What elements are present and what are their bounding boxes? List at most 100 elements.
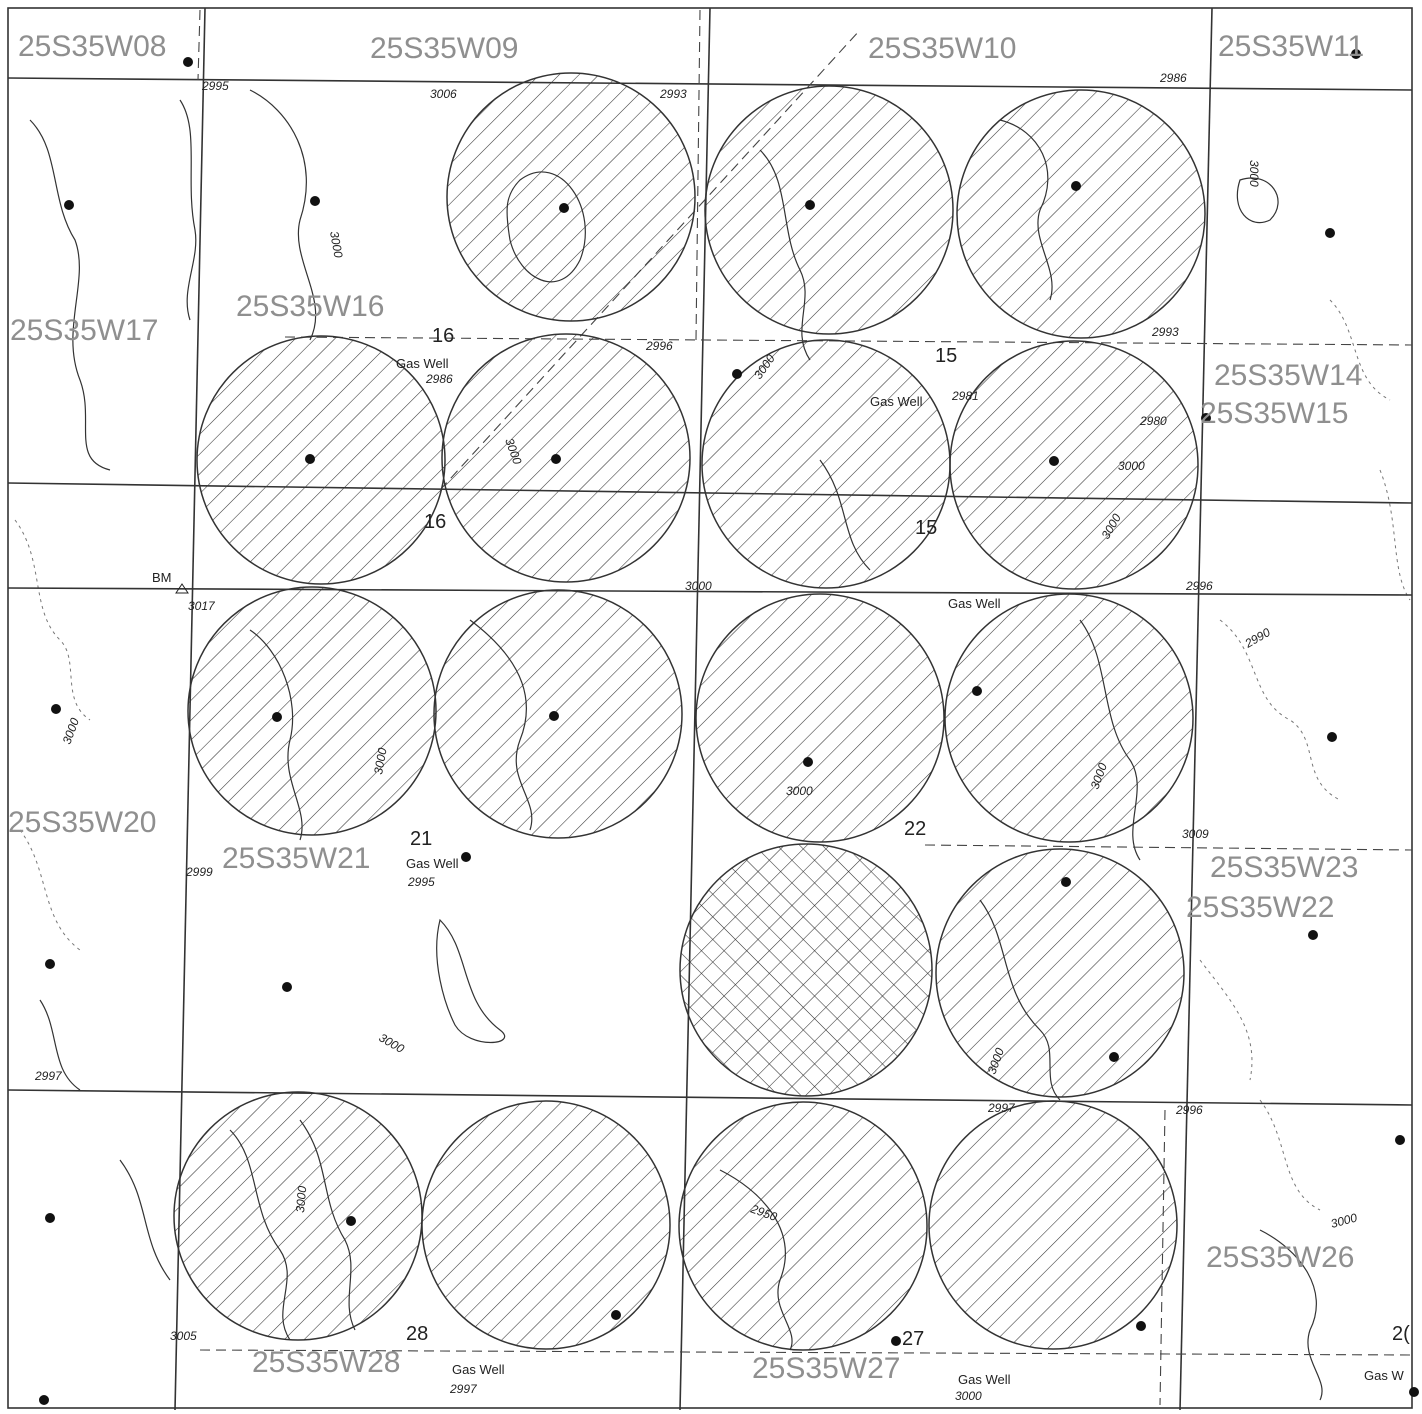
contour-line: [19, 829, 81, 951]
section-label-25S35W23: 25S35W23: [1210, 851, 1358, 884]
section-labels: 25S35W08 25S35W09 25S35W10 25S35W11 25S3…: [8, 30, 1364, 1385]
well-dot: [272, 712, 282, 722]
section-number: 28: [406, 1323, 428, 1345]
contour-line: [1329, 299, 1391, 401]
section-label-25S35W28: 25S35W28: [252, 1346, 400, 1379]
grid-line-horizontal: [7, 1089, 1413, 1106]
section-number: 16: [424, 511, 446, 533]
hatched-unit: [928, 1100, 1178, 1350]
gas-well-label: Gas Well: [948, 596, 1001, 611]
well-dot: [1136, 1321, 1146, 1331]
elevation-label: 2997: [34, 1069, 63, 1083]
hatched-unit: [446, 72, 696, 322]
map-border: [7, 7, 1413, 1409]
elevation-label: 2995: [407, 875, 435, 889]
elevation-label: 3000: [327, 230, 345, 259]
well-dot: [39, 1395, 49, 1405]
well-dot: [1109, 1052, 1119, 1062]
section-numbers: 16 16 15 15 21 22 28 27 2(: [406, 325, 1410, 1350]
section-number: 15: [915, 517, 937, 539]
contour-line: [249, 89, 317, 341]
elevation-label: 2993: [659, 87, 687, 101]
hatched-unit: [421, 1100, 671, 1350]
contour-line: [1259, 1229, 1323, 1401]
section-label-25S35W11: 25S35W11: [1218, 30, 1364, 63]
section-label-25S35W16: 25S35W16: [236, 290, 384, 323]
contour-line: [1259, 1099, 1321, 1211]
elevation-label: 2996: [645, 339, 673, 353]
elevation-label: 3000: [371, 746, 389, 775]
hatched-unit: [695, 593, 945, 843]
hatched-unit: [187, 586, 437, 836]
elevation-label: 2980: [1139, 414, 1167, 428]
gas-well-label: Gas Well: [406, 856, 459, 871]
hatched-unit: [949, 340, 1199, 590]
well-dot: [64, 200, 74, 210]
section-label-25S35W10: 25S35W10: [868, 32, 1016, 65]
hatched-unit: [935, 848, 1185, 1098]
section-label-25S35W26: 25S35W26: [1206, 1241, 1354, 1274]
well-dot: [1201, 413, 1211, 423]
elevation-label: 2999: [185, 865, 213, 879]
grid-line-horizontal: [7, 77, 1413, 91]
contour-line: [39, 999, 81, 1091]
elevation-label: 3000: [1329, 1210, 1359, 1231]
elevation-label: 3000: [1247, 160, 1261, 187]
elevation-label: 2997: [987, 1101, 1016, 1115]
well-dot: [891, 1336, 901, 1346]
well-dot: [1049, 456, 1059, 466]
well-dot: [461, 852, 471, 862]
dotted-contours: [14, 299, 1411, 1211]
elevation-label: 2981: [951, 389, 979, 403]
well-dot: [1061, 877, 1071, 887]
crosshatched-unit: [679, 843, 933, 1097]
well-dot: [1071, 181, 1081, 191]
well-dot: [51, 704, 61, 714]
section-label-25S35W22: 25S35W22: [1186, 891, 1334, 924]
well-dot: [45, 1213, 55, 1223]
section-number: 27: [902, 1328, 924, 1350]
section-number: 15: [935, 345, 957, 367]
well-dot: [310, 196, 320, 206]
section-label-25S35W17: 25S35W17: [10, 314, 158, 347]
gas-well-label: Gas Well: [958, 1372, 1011, 1387]
elevation-label: 3005: [170, 1329, 197, 1343]
benchmark-label: BM: [152, 570, 172, 585]
well-dot: [45, 959, 55, 969]
elevation-label: 3000: [1118, 459, 1145, 473]
elevation-label: 3017: [188, 599, 216, 613]
section-label-25S35W21: 25S35W21: [222, 842, 370, 875]
contour-line: [179, 99, 197, 321]
section-label-25S35W14: 25S35W14: [1214, 359, 1362, 392]
elevation-label: 3000: [955, 1389, 982, 1403]
section-label-25S35W08: 25S35W08: [18, 30, 166, 63]
hatched-unit: [173, 1091, 423, 1341]
hatched-unit: [956, 89, 1206, 339]
gas-well-label: Gas Well: [452, 1362, 505, 1377]
section-label-25S35W15: 25S35W15: [1200, 397, 1348, 430]
gas-well-label: Gas Well: [870, 394, 923, 409]
benchmark-triangle-icon: [175, 583, 189, 594]
well-markers: [39, 49, 1419, 1405]
well-dot: [1409, 1387, 1419, 1397]
contour-line: [119, 1159, 171, 1281]
well-dot: [549, 711, 559, 721]
well-dot: [1351, 49, 1361, 59]
spacing-units: [173, 72, 1206, 1351]
elevation-label: 2986: [425, 372, 453, 386]
contour-line: [436, 918, 506, 1043]
section-number: 16: [432, 325, 454, 347]
elevation-label: 3000: [685, 579, 712, 593]
grid-line-vertical: [1179, 7, 1213, 1411]
well-dot: [1395, 1135, 1405, 1145]
well-dot: [803, 757, 813, 767]
well-dot: [346, 1216, 356, 1226]
well-dot: [732, 369, 742, 379]
well-dot: [551, 454, 561, 464]
well-dot: [305, 454, 315, 464]
hatched-unit: [704, 85, 954, 335]
grid-line-horizontal: [7, 587, 1413, 596]
well-dot: [611, 1310, 621, 1320]
